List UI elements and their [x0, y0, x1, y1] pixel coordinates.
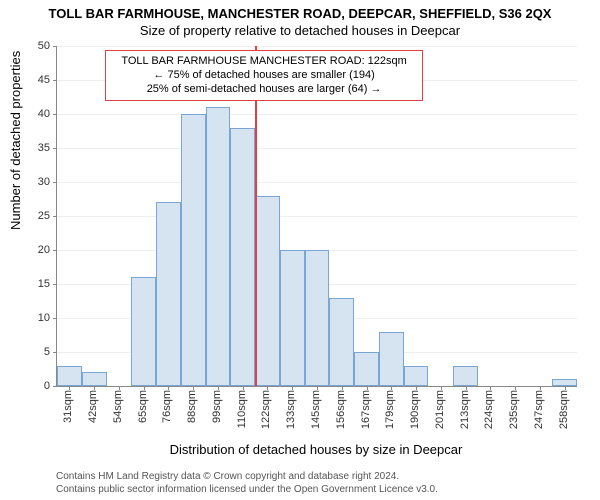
annotation-line: ← 75% of detached houses are smaller (19… — [114, 69, 414, 83]
chart-title: TOLL BAR FARMHOUSE, MANCHESTER ROAD, DEE… — [0, 0, 600, 21]
histogram-bar — [206, 107, 231, 386]
x-tick-label: 88sqm — [186, 390, 198, 423]
attribution-line: Contains HM Land Registry data © Crown c… — [56, 471, 438, 484]
x-tick-label: 31sqm — [62, 390, 74, 423]
histogram-bar — [404, 366, 429, 386]
y-tick-label: 15 — [20, 278, 50, 290]
marker-annotation: TOLL BAR FARMHOUSE MANCHESTER ROAD: 122s… — [105, 50, 423, 101]
y-tick-label: 50 — [20, 40, 50, 52]
x-tick-label: 235sqm — [508, 390, 520, 429]
x-tick-label: 156sqm — [335, 390, 347, 429]
y-tick-label: 45 — [20, 74, 50, 86]
y-tick-label: 5 — [20, 346, 50, 358]
chart-area: TOLL BAR FARMHOUSE MANCHESTER ROAD: 122s… — [56, 46, 576, 416]
x-tick-label: 76sqm — [161, 390, 173, 423]
x-tick-label: 190sqm — [409, 390, 421, 429]
x-tick-label: 167sqm — [360, 390, 372, 429]
x-axis-label: Distribution of detached houses by size … — [56, 442, 576, 457]
x-tick-label: 54sqm — [112, 390, 124, 423]
y-tick-label: 40 — [20, 108, 50, 120]
histogram-bar — [181, 114, 206, 386]
chart-container: TOLL BAR FARMHOUSE, MANCHESTER ROAD, DEE… — [0, 0, 600, 500]
histogram-bar — [305, 250, 330, 386]
x-tick-label: 42sqm — [87, 390, 99, 423]
histogram-bar — [329, 298, 354, 386]
y-tick-label: 30 — [20, 176, 50, 188]
y-tick-label: 35 — [20, 142, 50, 154]
x-tick-label: 201sqm — [434, 390, 446, 429]
histogram-bar — [131, 277, 156, 386]
x-tick-label: 145sqm — [310, 390, 322, 429]
x-tick-label: 133sqm — [285, 390, 297, 429]
histogram-bar — [82, 372, 107, 386]
attribution-line: Contains public sector information licen… — [56, 484, 438, 497]
y-tick-label: 10 — [20, 312, 50, 324]
histogram-bar — [57, 366, 82, 386]
plot-region: TOLL BAR FARMHOUSE MANCHESTER ROAD: 122s… — [56, 46, 577, 387]
x-tick-label: 247sqm — [533, 390, 545, 429]
x-tick-label: 99sqm — [211, 390, 223, 423]
x-tick-label: 110sqm — [236, 390, 248, 428]
y-tick-label: 20 — [20, 244, 50, 256]
histogram-bar — [280, 250, 305, 386]
x-tick-label: 65sqm — [137, 390, 149, 423]
x-tick-label: 122sqm — [260, 390, 272, 429]
x-tick-label: 224sqm — [483, 390, 495, 429]
histogram-bar — [354, 352, 379, 386]
histogram-bar — [379, 332, 404, 386]
attribution-text: Contains HM Land Registry data © Crown c… — [56, 471, 438, 496]
annotation-line: 25% of semi-detached houses are larger (… — [114, 83, 414, 97]
histogram-bar — [552, 379, 577, 386]
annotation-line: TOLL BAR FARMHOUSE MANCHESTER ROAD: 122s… — [114, 55, 414, 69]
histogram-bar — [255, 196, 280, 386]
y-tick-label: 25 — [20, 210, 50, 222]
x-tick-label: 213sqm — [459, 390, 471, 429]
histogram-bar — [453, 366, 478, 386]
x-tick-label: 179sqm — [384, 390, 396, 429]
x-tick-label: 258sqm — [558, 390, 570, 429]
histogram-bar — [156, 202, 181, 386]
chart-subtitle: Size of property relative to detached ho… — [0, 23, 600, 38]
y-tick-label: 0 — [20, 380, 50, 392]
histogram-bar — [230, 128, 255, 386]
y-tick-mark — [53, 386, 57, 387]
